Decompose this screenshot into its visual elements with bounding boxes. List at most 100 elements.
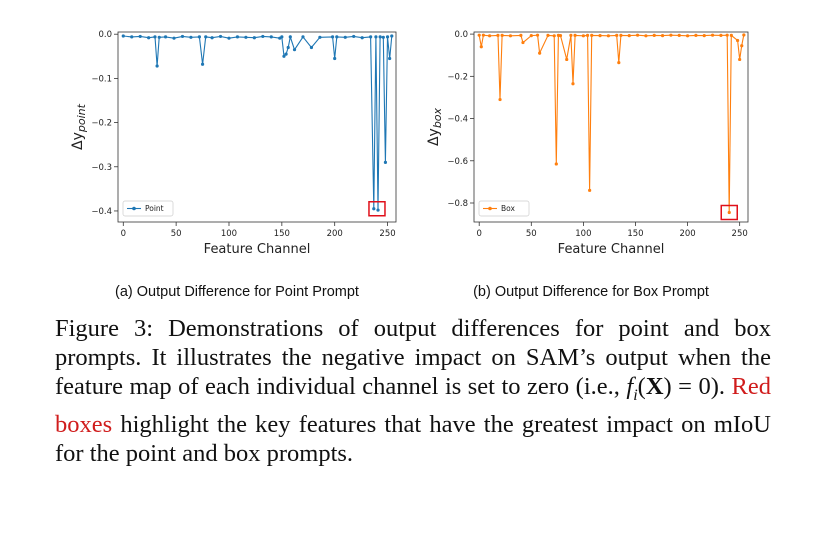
data-point-6 [500,33,504,37]
x-tick-label-200: 200 [679,229,695,239]
math-open: ( [637,373,646,400]
y-axis-label-sub: box [431,107,444,128]
data-point-24 [588,188,592,192]
data-point-11 [197,35,201,39]
y-axis-label-main: Δy [426,128,442,146]
legend: Box [478,200,530,217]
math-f: f [626,373,634,400]
data-point-8 [172,36,176,40]
legend-marker [488,206,492,211]
data-point-5 [155,64,159,68]
data-point-0 [477,33,481,37]
data-point-30 [309,45,314,50]
y-tick-label-2: −0.4 [447,115,468,125]
y-axis-label-main: Δy [70,132,86,150]
data-point-1 [130,35,134,39]
y-tick-label-2: −0.2 [91,119,112,129]
data-point-38 [685,34,690,38]
data-point-20 [261,34,265,39]
caption-red-boxes: Red boxes [55,373,771,438]
data-point-7 [508,34,513,38]
data-point-35 [343,35,347,39]
data-point-10 [529,33,533,38]
data-point-8 [519,33,523,37]
data-point-26 [598,33,602,38]
data-point-3 [147,36,151,40]
y-axis-label: Δybox [426,107,444,146]
caption-text-1: Figure 3: Demonstrations of output diffe… [55,315,771,400]
y-tick-label-3: −0.3 [91,163,112,173]
data-point-18 [244,35,248,39]
caption-text-3: highlight the key features that have the… [55,410,771,467]
data-point-25 [284,52,288,56]
data-point-29 [617,61,621,65]
y-tick-label-1: −0.2 [447,72,468,82]
data-point-48 [740,44,744,48]
x-axis-label: Feature Channel [204,242,311,257]
data-point-19 [252,36,256,40]
data-point-41 [376,208,380,212]
x-tick-label-150: 150 [274,229,290,239]
data-point-0 [121,34,125,38]
data-point-24 [282,54,286,58]
data-point-13 [546,33,550,37]
data-point-20 [571,82,575,86]
data-point-19 [569,33,573,37]
data-point-22 [581,34,585,38]
math-eq: ) = 0 [663,373,711,400]
x-tick-label-0: 0 [121,229,126,239]
data-point-30 [619,33,623,37]
data-point-40 [702,33,706,38]
data-point-4 [496,33,500,37]
data-point-27 [288,35,292,39]
data-point-46 [388,56,392,61]
x-tick-label-100: 100 [221,229,237,239]
chart-panel-box: 0 50 100 150 200 250 0.0 −0.2 −0.4 −0.6 −0.8 Featur… [418,22,764,300]
subcaption-b: (b) Output Difference for Box Prompt [473,284,709,300]
legend-label: Box [501,204,516,213]
caption-math: fi(X) = 0 [626,373,711,404]
data-point-11 [535,33,540,37]
data-point-21 [573,33,577,37]
data-point-37 [677,33,681,37]
plot-frame [473,31,749,223]
x-tick-label-250: 250 [732,229,748,239]
y-tick-label-1: −0.1 [91,74,112,84]
caption-text-2: ). [710,373,732,400]
figure-caption: Figure 3: Demonstrations of output diffe… [55,314,771,468]
data-point-10 [189,35,193,39]
x-tick-label-100: 100 [575,229,591,239]
x-tick-label-250: 250 [379,229,395,239]
subcaption-a: (a) Output Difference for Point Prompt [115,284,359,300]
data-point-28 [615,33,619,37]
x-tick-label-50: 50 [171,229,182,239]
data-point-34 [652,33,656,37]
data-point-17 [558,33,563,38]
x-axis-label: Feature Channel [558,242,665,257]
data-point-26 [286,45,290,50]
data-point-9 [180,34,185,39]
plot-frame [117,31,397,223]
data-point-5 [498,97,502,102]
data-point-23 [585,33,590,37]
legend-frame [478,200,530,217]
data-point-45 [729,33,733,37]
data-point-2 [481,33,485,37]
data-point-31 [318,35,322,39]
y-axis-label: Δypoint [70,103,88,150]
data-point-49 [742,33,746,37]
data-point-12 [538,51,542,55]
data-point-15 [554,162,558,166]
data-point-45 [385,35,390,39]
data-point-36 [352,34,356,39]
data-point-38 [369,35,373,39]
data-point-23 [280,35,284,39]
data-point-37 [360,36,364,40]
data-point-4 [153,35,157,39]
data-point-47 [738,57,742,62]
data-point-32 [635,33,640,37]
chart-panel-point: 0 50 100 150 200 250 0.0 −0.1 −0.2 −0.3 −0.4 Featur… [62,22,412,300]
data-point-44 [383,160,388,164]
data-point-21 [269,35,273,39]
data-point-13 [204,35,208,39]
